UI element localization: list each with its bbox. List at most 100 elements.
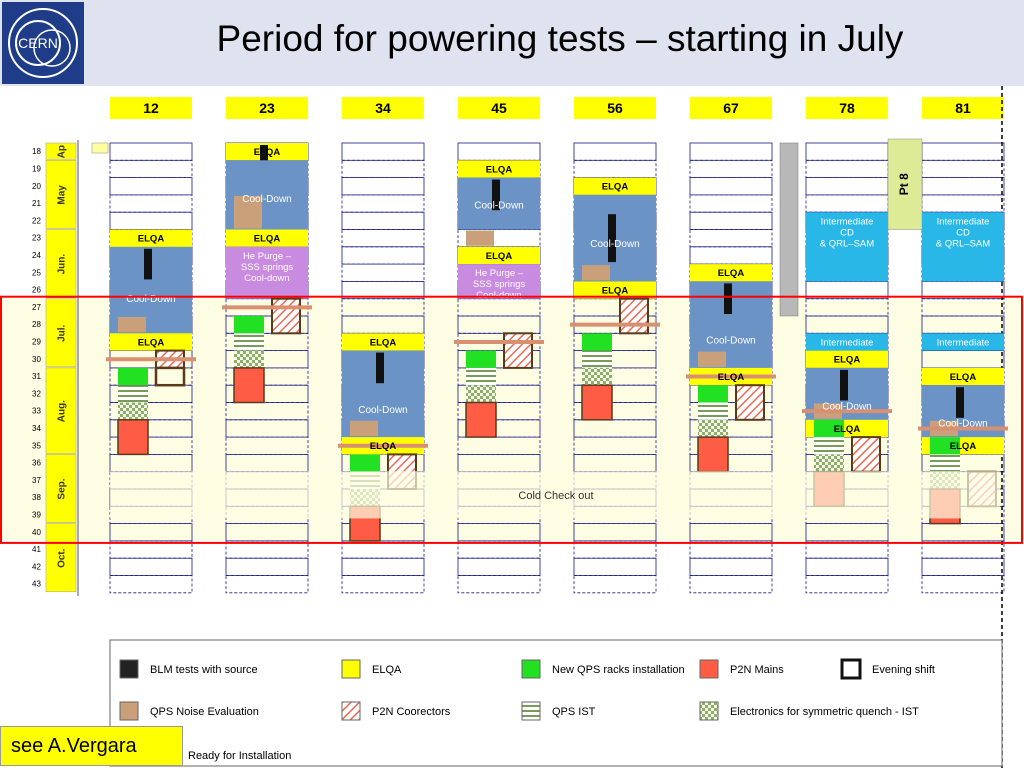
elqa-bar xyxy=(226,229,308,247)
activity-label: Cool-Down xyxy=(590,239,639,250)
pt8-box xyxy=(887,138,923,230)
week-label: 29 xyxy=(32,338,41,347)
grid-cell xyxy=(341,194,425,213)
activity-label: ELQA xyxy=(950,441,977,452)
week-label: 33 xyxy=(32,407,41,416)
grid-cell xyxy=(341,211,425,230)
month-label: Jul. xyxy=(57,324,68,341)
qps-noise-bar xyxy=(350,420,378,437)
blm-bar xyxy=(376,352,384,384)
electronics-bar xyxy=(466,385,496,403)
week-label: 39 xyxy=(32,511,41,520)
legend-label: QPS Noise Evaluation xyxy=(150,706,259,718)
he-purge-bar xyxy=(458,264,540,299)
evening-bar xyxy=(154,366,186,387)
qps-noise-bar xyxy=(118,317,146,333)
elqa-bar xyxy=(110,333,192,351)
week-label: 26 xyxy=(32,286,41,295)
legend-swatch xyxy=(521,701,541,721)
activity-label: CD xyxy=(840,227,854,238)
new-qps-bar xyxy=(118,367,148,386)
grid-cell xyxy=(457,575,541,594)
grid-cell xyxy=(921,194,1005,213)
legend-swatch xyxy=(119,659,139,679)
grid-cell xyxy=(109,142,193,161)
week-label: 18 xyxy=(32,147,41,156)
grid-cell xyxy=(573,159,657,179)
grid-cell xyxy=(109,177,193,196)
activity-label: Intermediate xyxy=(937,216,990,227)
week-label: 36 xyxy=(32,459,41,468)
qps-noise-bar xyxy=(466,230,494,246)
slide-header xyxy=(0,0,1024,86)
grid-cell xyxy=(921,142,1005,161)
grid-cell xyxy=(921,575,1005,594)
cern-logo: CERN xyxy=(2,2,84,84)
activity-label: Cool-Down xyxy=(242,194,291,205)
cold-checkout-label: Cold Check out xyxy=(518,490,593,502)
intermediate-bar xyxy=(806,212,888,282)
blm-bar xyxy=(144,248,152,280)
legend-label: P2N Coorectors xyxy=(372,706,451,718)
grid-cell xyxy=(109,575,193,594)
grid-cell xyxy=(457,142,541,161)
activity-label: Cool-Down xyxy=(822,401,871,412)
week-label: 43 xyxy=(32,580,41,589)
activity-label: Intermediate xyxy=(821,337,874,348)
sector-label: 56 xyxy=(607,100,623,116)
see-reference-note: see A.Vergara xyxy=(0,726,183,766)
blm-bar xyxy=(492,179,500,211)
blm-bar xyxy=(956,387,964,418)
legend-label: New QPS racks installation xyxy=(552,664,685,676)
elqa-bar xyxy=(922,367,1004,386)
activity-label: He Purge – xyxy=(243,251,292,262)
new-qps-bar xyxy=(814,419,844,438)
p2n-corr-bar xyxy=(271,297,301,335)
page-title: Period for powering tests – starting in … xyxy=(216,18,904,59)
elqa-bar xyxy=(342,333,424,351)
sector-header xyxy=(458,97,540,119)
month-cell xyxy=(45,367,77,454)
activity-label: ELQA xyxy=(254,147,281,158)
p2n-corr-bar xyxy=(503,332,533,369)
week-label: 34 xyxy=(32,424,41,433)
sector-header xyxy=(574,97,656,119)
week-label: 28 xyxy=(32,320,41,329)
grid-cell xyxy=(689,194,773,213)
new-qps-bar xyxy=(234,316,264,334)
activity-label: ELQA xyxy=(370,337,397,348)
week-label: 22 xyxy=(32,216,41,225)
activity-label: ELQA xyxy=(834,355,861,366)
week-label: 41 xyxy=(32,545,41,554)
activity-label: He Purge – xyxy=(475,268,524,279)
qps-ist-bar xyxy=(930,454,960,472)
grid-cell xyxy=(921,557,1005,576)
qps-ist-bar xyxy=(234,333,264,351)
elqa-bar xyxy=(458,160,540,178)
grid-cell xyxy=(109,211,193,230)
month-label: Ap xyxy=(57,145,68,158)
legend-swatch xyxy=(699,701,719,721)
legend-label: P2N Mains xyxy=(730,664,784,676)
cold-checkout-band xyxy=(110,471,1000,519)
grid-cell xyxy=(805,575,889,594)
grid-cell xyxy=(109,194,193,213)
legend-swatch xyxy=(840,658,862,680)
legend-swatch xyxy=(699,659,719,679)
grid-cell xyxy=(921,159,1005,179)
week-label: 30 xyxy=(32,355,41,364)
legend-label: BLM tests with source xyxy=(150,664,258,676)
marker-cell xyxy=(91,142,109,154)
activity-label: Intermediate xyxy=(821,216,874,227)
legend-label: Evening shift xyxy=(872,664,935,676)
tunnel-column xyxy=(779,142,799,317)
grid-cell xyxy=(341,246,425,265)
new-qps-bar xyxy=(930,437,960,455)
legend-swatch xyxy=(521,659,541,679)
week-label: 23 xyxy=(32,234,41,243)
activity-label: ELQA xyxy=(950,372,977,383)
legend-swatch xyxy=(341,659,361,679)
grid-cell xyxy=(341,263,425,282)
grid-cell xyxy=(341,557,425,576)
